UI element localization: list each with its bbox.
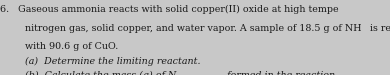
Text: is reacted: is reacted (367, 24, 390, 33)
Text: (b)  Calculate the mass (g) of N: (b) Calculate the mass (g) of N (25, 71, 177, 75)
Text: (a)  Determine the limiting reactant.: (a) Determine the limiting reactant. (25, 57, 201, 66)
Text: nitrogen gas, solid copper, and water vapor. A sample of 18.5 g of NH: nitrogen gas, solid copper, and water va… (25, 24, 362, 33)
Text: 6.   Gaseous ammonia reacts with solid copper(II) oxide at high tempe: 6. Gaseous ammonia reacts with solid cop… (0, 4, 339, 14)
Text: with 90.6 g of CuO.: with 90.6 g of CuO. (25, 42, 119, 51)
Text: formed in the reaction.: formed in the reaction. (223, 71, 338, 75)
